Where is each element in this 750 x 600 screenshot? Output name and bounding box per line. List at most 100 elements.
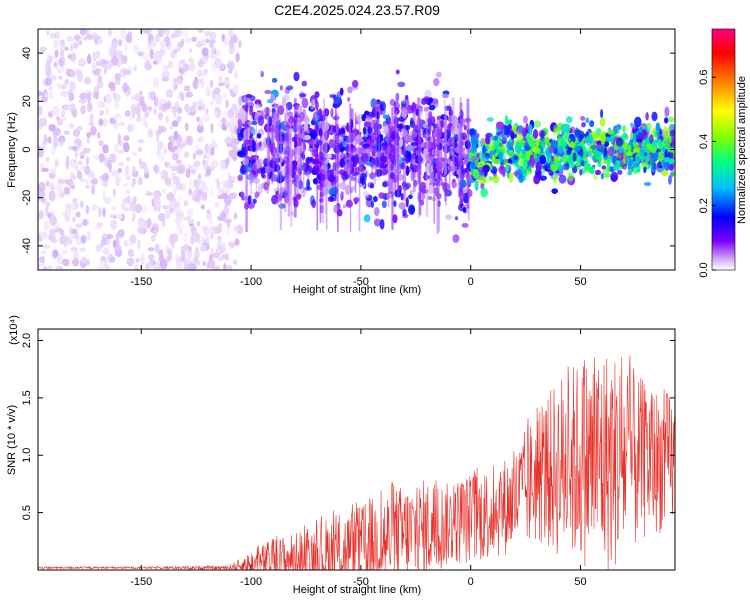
spectrogram-cell xyxy=(232,259,238,265)
spectrogram-cell xyxy=(95,68,102,74)
spectrogram-cell xyxy=(263,107,271,115)
spectrogram-cell xyxy=(165,246,170,255)
spectrogram-cell xyxy=(70,69,76,78)
spectrogram-cell xyxy=(632,166,639,175)
spectrogram-cell xyxy=(83,218,87,227)
spectrogram-cell xyxy=(179,59,186,66)
spectrogram-cell xyxy=(109,83,116,92)
spectrogram-cell xyxy=(72,216,76,223)
spectrogram-cell xyxy=(86,131,92,138)
spectrogram-cell xyxy=(561,155,568,163)
spectrogram-cell xyxy=(461,132,467,140)
spectrogram-cell xyxy=(232,35,238,44)
spectrogram-cell xyxy=(308,138,316,146)
spectrogram-cell xyxy=(227,241,236,248)
spectrogram-cell xyxy=(50,209,55,216)
spectrogram-cell xyxy=(210,186,214,196)
spectrogram-cell xyxy=(206,151,210,162)
spectrogram-cell xyxy=(228,149,234,158)
spectrogram-x-ticks: -150 -100 -50 0 50 xyxy=(130,29,587,288)
spectrogram-cell xyxy=(215,94,223,105)
spectrogram-x-tick-label: -100 xyxy=(240,276,262,288)
spectrogram-cell xyxy=(382,181,388,188)
spectrogram-cell xyxy=(216,242,221,251)
spectrogram-cell xyxy=(194,248,200,260)
spectrogram-cell xyxy=(580,116,586,121)
snr-panel: -150 -100 -50 0 50 0.5 1.0 1.5 2.0 Height of st… xyxy=(6,315,676,596)
spectrogram-cell xyxy=(153,228,158,237)
spectrogram-cell xyxy=(48,91,54,100)
spectrogram-cell xyxy=(492,158,501,165)
spectrogram-cell xyxy=(48,123,57,132)
spectrogram-cell xyxy=(667,116,675,123)
spectrogram-cell xyxy=(161,219,166,227)
spectrogram-cell xyxy=(485,135,491,145)
spectrogram-cell xyxy=(454,216,459,221)
spectrogram-cell xyxy=(610,171,619,182)
spectrogram-cell xyxy=(46,29,50,36)
snr-frame xyxy=(37,328,676,571)
spectrogram-cell xyxy=(550,139,559,149)
spectrogram-cell xyxy=(233,225,239,232)
spectrogram-cell xyxy=(159,39,167,48)
spectrogram-cell xyxy=(157,124,162,136)
spectrogram-cell xyxy=(585,117,590,124)
spectrogram-cell xyxy=(332,103,338,108)
spectrogram-cell xyxy=(342,204,347,209)
spectrogram-cell xyxy=(144,172,150,179)
spectrogram-cell xyxy=(176,225,184,232)
spectrogram-cell xyxy=(85,155,90,166)
spectrogram-cell xyxy=(147,105,153,112)
spectrogram-cell xyxy=(125,34,133,44)
spectrogram-cell xyxy=(86,101,93,112)
spectrogram-cell xyxy=(102,144,109,154)
spectrogram-cell xyxy=(282,94,290,101)
spectrogram-cell xyxy=(157,151,165,162)
spectrogram-cell xyxy=(98,154,106,163)
spectrogram-cell xyxy=(230,132,237,138)
spectrogram-cell xyxy=(202,186,210,193)
spectrogram-cell xyxy=(137,176,143,186)
spectrogram-cell xyxy=(70,229,77,234)
spectrogram-cell xyxy=(110,42,118,49)
spectrogram-cell xyxy=(361,174,365,186)
spectrogram-cell xyxy=(97,38,104,44)
spectrogram-cell xyxy=(80,165,86,171)
spectrogram-cell xyxy=(347,86,353,94)
spectrogram-cell xyxy=(293,71,300,82)
spectrogram-cell xyxy=(47,110,54,118)
spectrogram-cell xyxy=(71,108,78,118)
spectrogram-cell xyxy=(474,180,479,192)
spectrogram-cell xyxy=(381,168,386,177)
spectrogram-cell xyxy=(60,179,69,184)
spectrogram-cell xyxy=(217,222,223,234)
spectrogram-cell xyxy=(73,158,77,164)
spectrogram-cell xyxy=(195,187,204,196)
spectrogram-cell xyxy=(45,157,51,163)
spectrogram-cell xyxy=(147,43,152,51)
spectrogram-cell xyxy=(183,85,191,92)
spectrogram-cell xyxy=(194,144,200,150)
spectrogram-cell xyxy=(138,227,146,235)
snr-x-tick-label: 50 xyxy=(574,576,586,588)
spectrogram-cell xyxy=(196,124,204,134)
spectrogram-cell xyxy=(183,150,190,159)
spectrogram-cell xyxy=(220,243,226,254)
spectrogram-cell xyxy=(552,128,561,135)
spectrogram-cell xyxy=(122,55,128,65)
spectrogram-cell xyxy=(378,163,385,169)
spectrogram-cell xyxy=(50,74,58,81)
spectrogram-cell xyxy=(91,203,98,211)
spectrogram-cell xyxy=(70,174,77,180)
spectrogram-cell xyxy=(140,253,145,262)
spectrogram-cell xyxy=(347,97,351,102)
spectrogram-cell xyxy=(171,120,179,127)
spectrogram-cell xyxy=(201,47,209,57)
spectrogram-cell xyxy=(68,103,76,111)
spectrogram-cell xyxy=(167,141,173,151)
spectrogram-cell xyxy=(561,139,568,148)
spectrogram-cell xyxy=(652,139,658,147)
spectrogram-cell xyxy=(632,132,637,144)
spectrogram-cell xyxy=(112,188,117,198)
spectrogram-cell xyxy=(669,164,675,172)
